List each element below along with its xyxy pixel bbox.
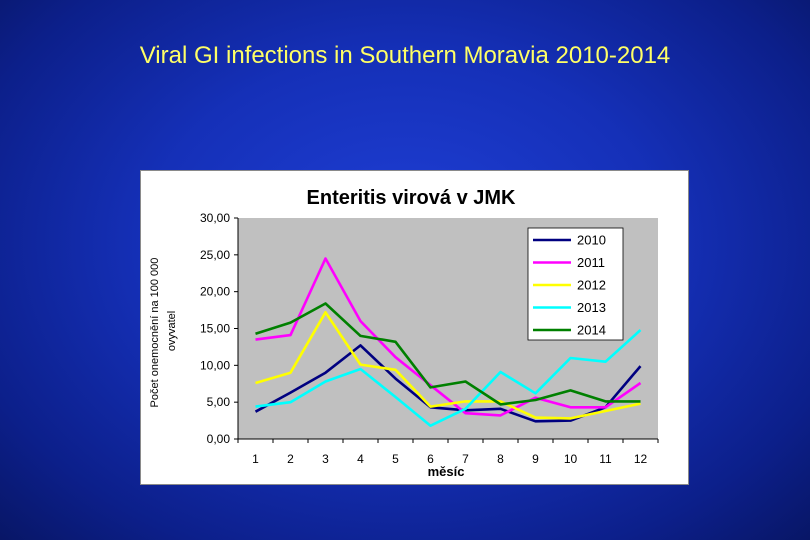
series-line-2014 [255, 302, 641, 406]
chart-title: Enteritis virová v JMK [307, 187, 517, 209]
y-tick-label: 10,00 [200, 358, 230, 372]
x-tick-label: 1 [252, 452, 259, 466]
legend-label-2010: 2010 [577, 233, 606, 248]
x-tick-label: 9 [532, 452, 539, 466]
series-line-2012 [255, 311, 641, 420]
x-tick-label: 11 [599, 452, 612, 466]
x-tick-label: 6 [427, 452, 434, 466]
y-axis-label: Počet onemocnění na 100 000 ovyvatel [149, 255, 178, 408]
legend-label-2014: 2014 [577, 323, 606, 338]
x-axis-label: měsíc [428, 464, 465, 479]
x-tick-label: 7 [462, 452, 469, 466]
series-line-2011 [255, 257, 642, 417]
series-lines [254, 257, 642, 427]
legend-label-2011: 2011 [577, 255, 605, 270]
legend-label-2013: 2013 [577, 300, 606, 315]
x-tick-label: 4 [357, 452, 364, 466]
legend: 2010 2011 2012 2013 2014 [527, 227, 624, 341]
y-tick-label: 20,00 [200, 285, 230, 299]
slide-title: Viral GI infections in Southern Moravia … [139, 42, 671, 69]
y-axis-label-line-2: ovyvatel [166, 311, 178, 351]
y-axis-ticks: 0,00 5,00 10,00 15,00 20,00 25,00 30,00 [200, 211, 238, 446]
x-tick-label: 12 [634, 452, 648, 466]
y-tick-label: 5,00 [207, 395, 231, 409]
x-tick-label: 3 [322, 452, 329, 466]
y-tick-label: 0,00 [207, 432, 231, 446]
y-axis-label-line-1: Počet onemocnění na 100 000 [149, 258, 161, 408]
y-tick-label: 15,00 [200, 322, 230, 336]
x-tick-label: 2 [287, 452, 294, 466]
enteritis-chart: Enteritis virová v JMK 0,00 5,00 10,00 15,0… [149, 187, 659, 479]
series-line-2013 [255, 329, 642, 427]
y-tick-label: 30,00 [200, 211, 230, 225]
x-tick-label: 8 [497, 452, 504, 466]
x-tick-label: 5 [392, 452, 399, 466]
legend-label-2012: 2012 [577, 278, 606, 293]
x-axis-ticks: 1 2 3 4 5 6 7 8 9 10 11 12 [237, 439, 659, 466]
chart-panel: Enteritis virová v JMK 0,00 5,00 10,00 15,0… [140, 170, 689, 485]
x-tick-label: 10 [564, 452, 578, 466]
y-tick-label: 25,00 [200, 248, 230, 262]
